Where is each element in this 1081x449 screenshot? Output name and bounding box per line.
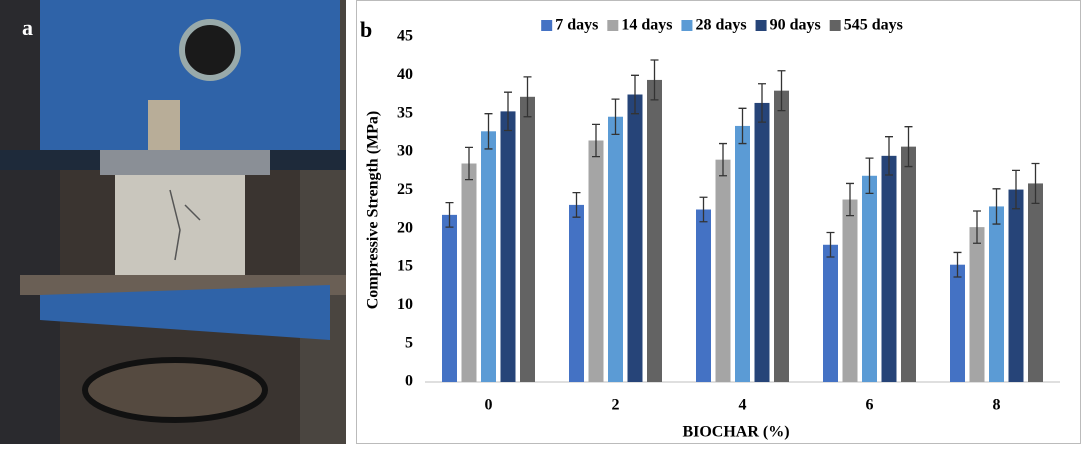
bar <box>901 147 916 382</box>
bar <box>1028 183 1043 382</box>
bar <box>882 156 897 382</box>
bar <box>950 265 965 382</box>
bar <box>569 205 584 382</box>
bar <box>1009 190 1024 382</box>
bar <box>716 160 731 382</box>
bar <box>970 227 985 382</box>
x-tick-label: 0 <box>485 397 493 414</box>
x-tick-label: 8 <box>993 397 1001 414</box>
bar <box>989 206 1004 382</box>
bar <box>735 126 750 382</box>
y-tick-label: 5 <box>405 334 413 351</box>
bar <box>501 111 516 382</box>
legend-label: 7 days <box>555 17 598 34</box>
bar <box>755 103 770 382</box>
x-tick-label: 6 <box>866 397 874 414</box>
bar <box>647 80 662 382</box>
steel-ring <box>100 150 270 175</box>
y-tick-label: 35 <box>397 104 413 121</box>
legend-swatch <box>681 20 692 31</box>
legend-label: 28 days <box>695 17 746 34</box>
y-tick-label: 25 <box>397 181 413 198</box>
bar <box>628 95 643 383</box>
paint-chip <box>148 100 180 150</box>
y-tick-label: 20 <box>397 219 413 236</box>
bar <box>462 164 477 383</box>
bar <box>481 131 496 382</box>
bar <box>442 215 457 382</box>
panel-label: b <box>360 17 372 42</box>
photo: a <box>0 0 346 444</box>
bar <box>823 245 838 382</box>
press-base <box>85 360 265 420</box>
figure: a b BIOCHAR (%) Compressive Strength (MP… <box>0 0 1081 444</box>
y-tick-label: 15 <box>397 258 413 275</box>
press-upper-plate <box>40 0 340 150</box>
legend-label: 545 days <box>844 17 903 34</box>
legend-swatch <box>756 20 767 31</box>
x-axis-title: BIOCHAR (%) <box>682 424 789 441</box>
press-hole <box>182 22 238 78</box>
x-tick-label: 2 <box>612 397 620 414</box>
bar <box>862 176 877 382</box>
y-tick-label: 45 <box>397 28 413 45</box>
x-tick-label: 4 <box>739 397 747 414</box>
y-axis-title: Compressive Strength (MPa) <box>365 111 382 310</box>
bar <box>520 97 535 382</box>
panel-label: a <box>22 15 33 40</box>
legend-label: 90 days <box>770 17 821 34</box>
y-tick-label: 10 <box>397 296 413 313</box>
bar <box>608 117 623 382</box>
bar <box>589 141 604 383</box>
bar <box>696 210 711 383</box>
y-tick-label: 0 <box>405 373 413 390</box>
y-tick-label: 40 <box>397 66 413 83</box>
legend-swatch <box>607 20 618 31</box>
legend-swatch <box>541 20 552 31</box>
bar <box>843 200 858 382</box>
legend-swatch <box>830 20 841 31</box>
bar <box>774 91 789 382</box>
y-tick-label: 30 <box>397 143 413 160</box>
legend-label: 14 days <box>621 17 672 34</box>
